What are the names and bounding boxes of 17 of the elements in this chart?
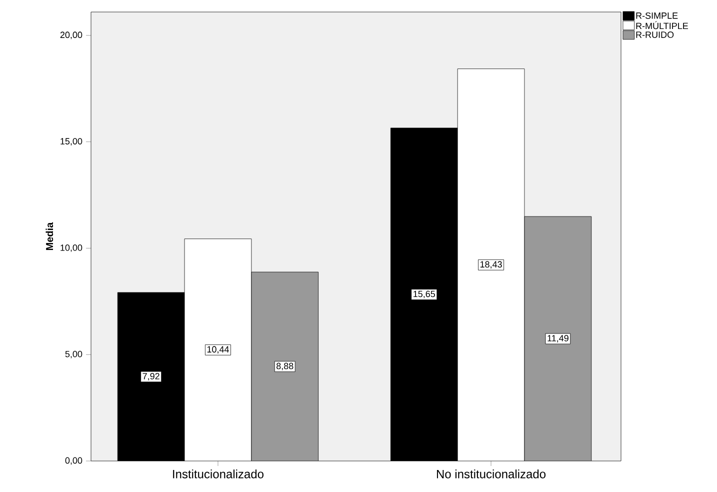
data-label: 7,92: [142, 372, 160, 380]
x-tick-label: Institucionalizado: [173, 470, 264, 478]
y-tick-label: 15,00: [60, 138, 82, 146]
data-label: 11,49: [548, 335, 568, 342]
y-tick-label: 5,00: [65, 350, 82, 358]
x-tick-label: No institucionalizado: [436, 470, 546, 478]
y-axis-title: Media: [46, 222, 54, 250]
data-label: 15,65: [414, 290, 436, 298]
y-tick-label: 0,00: [65, 457, 82, 465]
legend-label: R-SIMPLE: [636, 12, 678, 19]
data-label: 10,44: [207, 346, 229, 354]
y-tick-label: 20,00: [60, 32, 82, 40]
legend-label: R-MÚLTIPLE: [636, 21, 688, 30]
data-label: 18,43: [480, 261, 502, 269]
y-tick-label: 10,00: [60, 244, 82, 252]
data-label: 8,88: [276, 362, 294, 370]
legend-label: R-RUIDO: [636, 32, 674, 38]
